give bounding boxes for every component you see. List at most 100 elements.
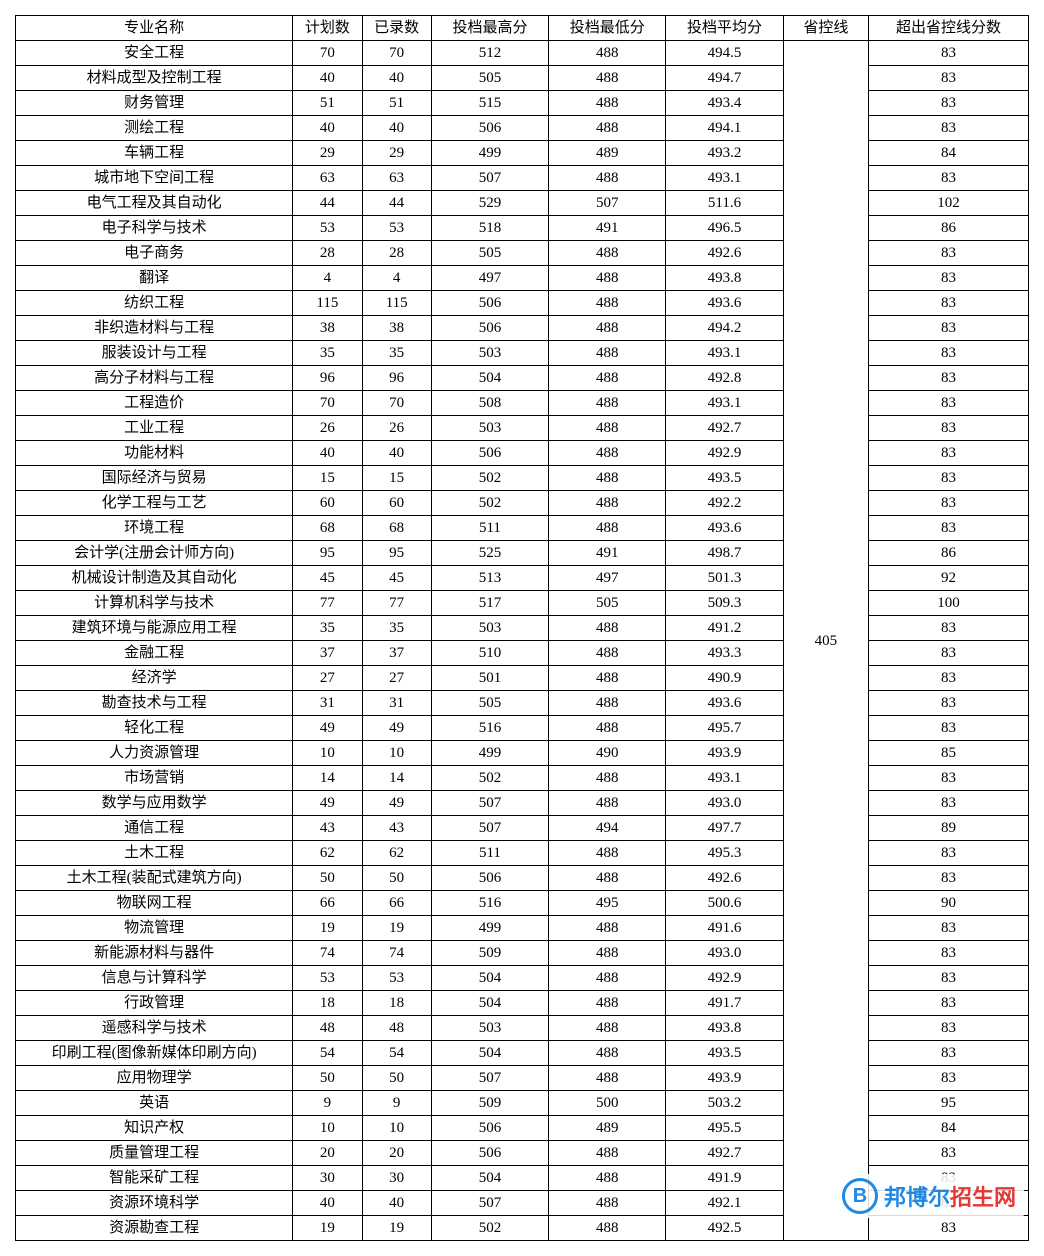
cell-admitted: 53 — [362, 966, 431, 991]
table-row: 应用物理学5050507488493.983 — [16, 1066, 1029, 1091]
table-row: 印刷工程(图像新媒体印刷方向)5454504488493.583 — [16, 1041, 1029, 1066]
cell-admitted: 27 — [362, 666, 431, 691]
cell-max: 510 — [431, 641, 548, 666]
cell-admitted: 43 — [362, 816, 431, 841]
cell-avg: 492.2 — [666, 491, 783, 516]
cell-name: 知识产权 — [16, 1116, 293, 1141]
cell-max: 505 — [431, 66, 548, 91]
cell-min: 488 — [549, 266, 666, 291]
cell-admitted: 10 — [362, 1116, 431, 1141]
cell-exceed: 89 — [868, 816, 1028, 841]
cell-max: 516 — [431, 891, 548, 916]
cell-min: 505 — [549, 591, 666, 616]
cell-min: 488 — [549, 316, 666, 341]
cell-avg: 493.1 — [666, 166, 783, 191]
cell-max: 507 — [431, 1191, 548, 1216]
cell-min: 488 — [549, 716, 666, 741]
table-row: 物联网工程6666516495500.690 — [16, 891, 1029, 916]
cell-admitted: 95 — [362, 541, 431, 566]
cell-admitted: 66 — [362, 891, 431, 916]
cell-name: 勘查技术与工程 — [16, 691, 293, 716]
cell-plan: 49 — [293, 791, 362, 816]
cell-admitted: 49 — [362, 716, 431, 741]
cell-admitted: 10 — [362, 741, 431, 766]
table-row: 工业工程2626503488492.783 — [16, 416, 1029, 441]
cell-admitted: 28 — [362, 241, 431, 266]
cell-exceed: 83 — [868, 1041, 1028, 1066]
cell-avg: 491.2 — [666, 616, 783, 641]
cell-avg: 501.3 — [666, 566, 783, 591]
cell-avg: 490.9 — [666, 666, 783, 691]
cell-plan: 4 — [293, 266, 362, 291]
cell-plan: 45 — [293, 566, 362, 591]
cell-plan: 49 — [293, 716, 362, 741]
cell-min: 488 — [549, 691, 666, 716]
cell-name: 轻化工程 — [16, 716, 293, 741]
cell-name: 资源环境科学 — [16, 1191, 293, 1216]
cell-min: 488 — [549, 41, 666, 66]
cell-name: 城市地下空间工程 — [16, 166, 293, 191]
cell-min: 488 — [549, 866, 666, 891]
cell-max: 512 — [431, 41, 548, 66]
cell-max: 529 — [431, 191, 548, 216]
cell-admitted: 49 — [362, 791, 431, 816]
cell-exceed: 83 — [868, 116, 1028, 141]
header-avg: 投档平均分 — [666, 16, 783, 41]
cell-plan: 28 — [293, 241, 362, 266]
cell-plan: 51 — [293, 91, 362, 116]
cell-max: 504 — [431, 991, 548, 1016]
table-row: 知识产权1010506489495.584 — [16, 1116, 1029, 1141]
cell-exceed: 83 — [868, 616, 1028, 641]
cell-admitted: 37 — [362, 641, 431, 666]
cell-max: 507 — [431, 816, 548, 841]
cell-exceed: 84 — [868, 141, 1028, 166]
cell-avg: 495.7 — [666, 716, 783, 741]
cell-exceed: 83 — [868, 666, 1028, 691]
cell-exceed: 83 — [868, 316, 1028, 341]
cell-admitted: 30 — [362, 1166, 431, 1191]
cell-exceed: 83 — [868, 41, 1028, 66]
cell-exceed: 83 — [868, 391, 1028, 416]
cell-plan: 30 — [293, 1166, 362, 1191]
cell-min: 488 — [549, 1166, 666, 1191]
table-row: 化学工程与工艺6060502488492.283 — [16, 491, 1029, 516]
cell-exceed: 83 — [868, 941, 1028, 966]
cell-admitted: 51 — [362, 91, 431, 116]
table-row: 非织造材料与工程3838506488494.283 — [16, 316, 1029, 341]
cell-plan: 10 — [293, 1116, 362, 1141]
cell-avg: 494.2 — [666, 316, 783, 341]
cell-avg: 493.1 — [666, 341, 783, 366]
cell-min: 490 — [549, 741, 666, 766]
cell-plan: 38 — [293, 316, 362, 341]
cell-max: 499 — [431, 741, 548, 766]
cell-name: 翻译 — [16, 266, 293, 291]
cell-plan: 18 — [293, 991, 362, 1016]
cell-max: 507 — [431, 166, 548, 191]
cell-name: 数学与应用数学 — [16, 791, 293, 816]
cell-admitted: 70 — [362, 391, 431, 416]
cell-exceed: 83 — [868, 441, 1028, 466]
cell-max: 503 — [431, 341, 548, 366]
table-row: 会计学(注册会计师方向)9595525491498.786 — [16, 541, 1029, 566]
cell-min: 488 — [549, 616, 666, 641]
cell-plan: 35 — [293, 341, 362, 366]
cell-exceed: 83 — [868, 66, 1028, 91]
cell-exceed: 100 — [868, 591, 1028, 616]
table-row: 英语99509500503.295 — [16, 1091, 1029, 1116]
cell-admitted: 19 — [362, 1216, 431, 1241]
cell-max: 511 — [431, 516, 548, 541]
cell-name: 纺织工程 — [16, 291, 293, 316]
cell-min: 489 — [549, 141, 666, 166]
cell-plan: 44 — [293, 191, 362, 216]
cell-max: 503 — [431, 1016, 548, 1041]
cell-max: 504 — [431, 366, 548, 391]
table-row: 土木工程(装配式建筑方向)5050506488492.683 — [16, 866, 1029, 891]
cell-plan: 70 — [293, 391, 362, 416]
cell-name: 机械设计制造及其自动化 — [16, 566, 293, 591]
cell-plan: 50 — [293, 1066, 362, 1091]
watermark-logo-icon: B — [842, 1178, 878, 1214]
watermark-text: 邦博尔招生网 — [884, 1180, 1016, 1212]
cell-name: 环境工程 — [16, 516, 293, 541]
cell-plan: 68 — [293, 516, 362, 541]
cell-max: 501 — [431, 666, 548, 691]
